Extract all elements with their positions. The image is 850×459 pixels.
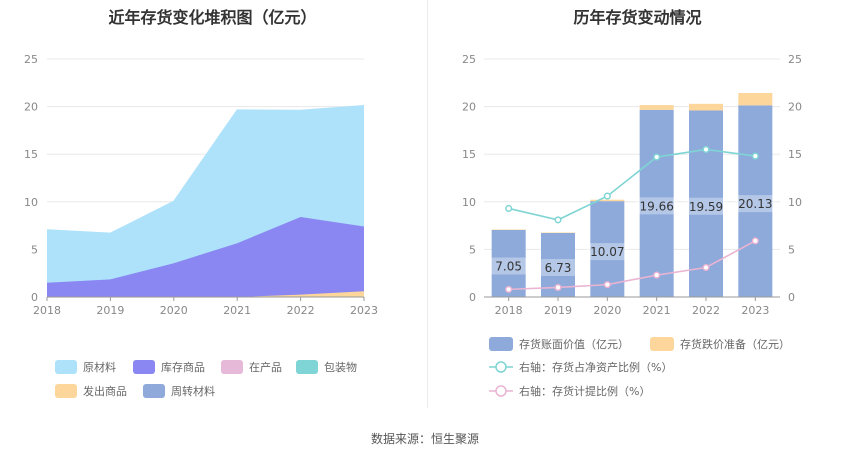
right-x-tick: 2019 <box>544 304 572 317</box>
line-point-1 <box>505 285 513 293</box>
left-legend-swatch <box>221 360 243 374</box>
right-legend-marker <box>495 361 507 373</box>
right-y2-tick: 10 <box>788 196 802 209</box>
bar-value-label: 7.05 <box>495 259 522 273</box>
right-x-tick: 2023 <box>741 304 769 317</box>
inventory-bar <box>590 201 625 297</box>
bar-value-label: 19.59 <box>689 200 723 214</box>
inventory-bar <box>738 105 773 297</box>
left-x-tick: 2018 <box>33 304 61 317</box>
right-x-tick: 2018 <box>495 304 523 317</box>
left-legend-swatch <box>55 360 77 374</box>
line-point-0 <box>702 145 710 153</box>
left-legend-swatch <box>143 384 165 398</box>
inventory-bar <box>639 109 674 298</box>
right-y-tick: 20 <box>462 101 476 114</box>
left-x-tick: 2019 <box>96 304 124 317</box>
right-y2-tick: 0 <box>788 291 795 304</box>
left-legend-label: 包装物 <box>324 360 357 374</box>
left-legend-label: 周转材料 <box>171 384 215 398</box>
line-point-1 <box>603 281 611 289</box>
left-legend-swatch <box>133 360 155 374</box>
right-legend-label: 右轴：存货占净资产比例（%） <box>519 360 672 374</box>
bar-label-bg <box>491 257 527 275</box>
right-y2-tick: 15 <box>788 148 802 161</box>
bar-value-label: 20.13 <box>738 197 772 211</box>
area-series-1 <box>47 217 364 297</box>
left-y-tick: 15 <box>24 148 38 161</box>
left-x-tick: 2022 <box>287 304 315 317</box>
data-source: 数据来源：恒生聚源 <box>370 432 479 446</box>
left-y-tick: 10 <box>24 196 38 209</box>
bar-label-bg <box>586 243 629 261</box>
right-y2-tick: 25 <box>788 53 802 66</box>
right-y-tick: 0 <box>469 291 476 304</box>
bar-value-label: 6.73 <box>545 261 572 275</box>
left-chart-title: 近年存货变化堆积图（亿元） <box>108 8 317 27</box>
right-y-tick: 25 <box>462 53 476 66</box>
area-series-line-0 <box>46 105 365 234</box>
line-point-0 <box>505 204 513 213</box>
right-y-tick: 10 <box>462 196 476 209</box>
left-legend-label: 库存商品 <box>161 360 205 374</box>
right-legend-marker <box>495 385 507 397</box>
inventory-bar <box>491 229 526 297</box>
right-legend-swatch <box>650 337 674 351</box>
line-point-0 <box>554 216 562 224</box>
right-legend-label: 存货跌价准备（亿元） <box>680 337 790 351</box>
line-series-0 <box>508 148 756 221</box>
line-point-0 <box>653 153 661 161</box>
left-legend-label: 发出商品 <box>83 384 127 398</box>
left-legend-label: 原材料 <box>83 360 116 374</box>
right-legend-swatch <box>489 337 513 351</box>
line-point-1 <box>653 271 661 279</box>
left-x-tick: 2020 <box>160 304 188 317</box>
bar-label-bg <box>734 195 777 213</box>
right-y-tick: 15 <box>462 148 476 161</box>
left-y-tick: 25 <box>24 53 38 66</box>
right-y-tick: 5 <box>469 243 476 256</box>
panel-divider <box>427 0 428 408</box>
bar-value-label: 10.07 <box>590 245 624 259</box>
left-x-tick: 2021 <box>223 304 251 317</box>
impairment-bar <box>738 92 773 106</box>
line-point-1 <box>751 237 759 245</box>
impairment-bar <box>590 199 625 202</box>
bar-value-label: 19.66 <box>639 199 673 213</box>
right-chart-title: 历年存货变动情况 <box>573 8 702 27</box>
left-legend-label: 在产品 <box>249 360 282 374</box>
line-point-1 <box>702 263 710 272</box>
right-x-tick: 2020 <box>593 304 621 317</box>
line-point-0 <box>603 192 611 200</box>
bar-label-bg <box>635 197 678 215</box>
right-legend-label: 存货账面价值（亿元） <box>519 337 629 351</box>
bar-label-bg <box>540 258 576 276</box>
right-y2-tick: 5 <box>788 243 795 256</box>
left-y-tick: 0 <box>31 291 38 304</box>
impairment-bar <box>639 105 674 110</box>
right-x-tick: 2021 <box>643 304 671 317</box>
right-legend-label: 右轴：存货计提比例（%） <box>519 384 650 398</box>
left-y-tick: 20 <box>24 101 38 114</box>
left-legend-swatch <box>296 360 318 374</box>
area-series-0 <box>47 105 364 283</box>
line-point-1 <box>554 283 562 292</box>
bar-label-bg <box>685 197 727 215</box>
left-legend-swatch <box>55 384 77 398</box>
right-x-tick: 2022 <box>692 304 720 317</box>
right-y2-tick: 20 <box>788 101 802 114</box>
line-series-1 <box>508 240 756 291</box>
left-y-tick: 5 <box>31 243 38 256</box>
line-point-0 <box>751 152 759 160</box>
impairment-bar <box>689 103 723 111</box>
left-x-tick: 2023 <box>350 304 378 317</box>
